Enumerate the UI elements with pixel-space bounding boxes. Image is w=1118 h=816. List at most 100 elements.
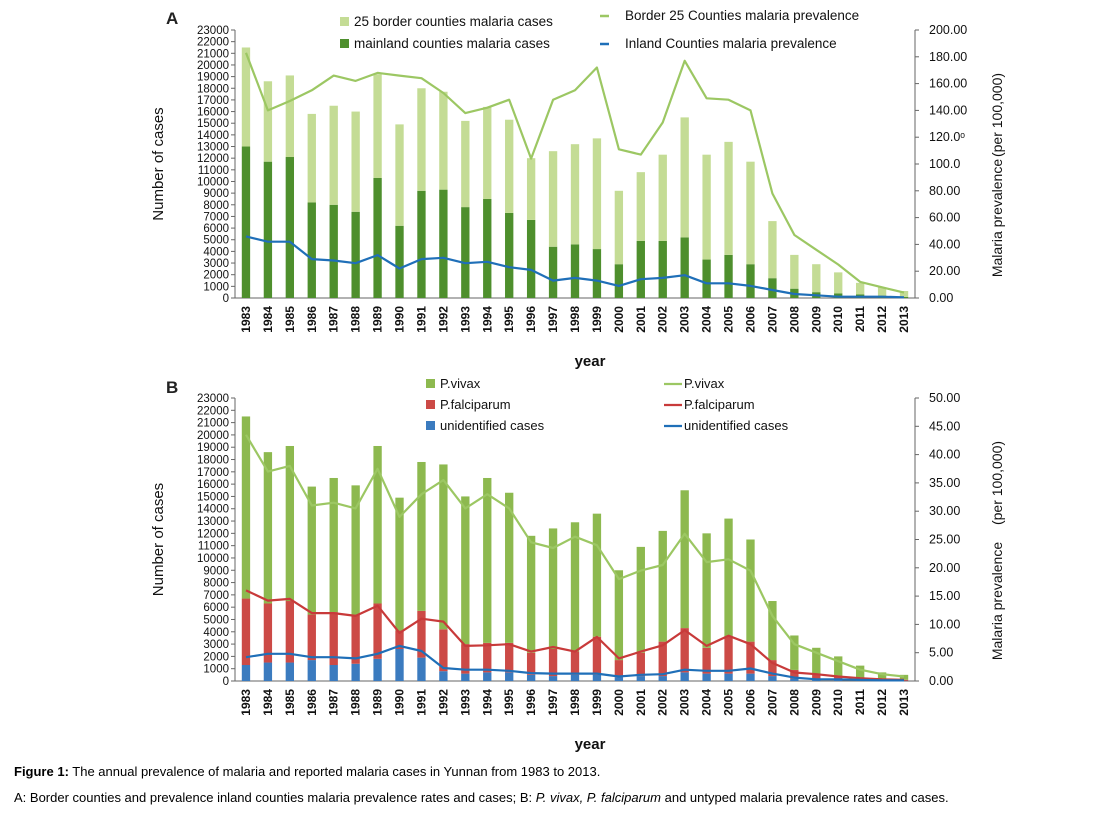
panel-a-y-tick-label: 13000 xyxy=(197,142,229,154)
panel-b-bar-p-falciparum xyxy=(526,652,536,675)
panel-b-letter: B xyxy=(166,378,178,397)
panel-a-bar-25-border-counties-malaria-cases xyxy=(526,158,536,220)
panel-a-y-tick-label: 15000 xyxy=(197,118,229,130)
panel-a-y-tick-label: 6000 xyxy=(203,223,229,235)
panel-a-y-tick-label: 9000 xyxy=(203,188,229,200)
panel-b-x-tick-label: 1985 xyxy=(283,689,297,716)
panel-b-bar-p-falciparum xyxy=(768,660,777,677)
legend-label: P.vivax xyxy=(440,376,481,391)
panel-a-x-tick-label: 1992 xyxy=(436,306,450,333)
panel-b-y-tick-label: 23000 xyxy=(197,393,229,405)
panel-a-bar-mainland-counties-malaria-cases xyxy=(285,157,295,298)
panel-a-bar-mainland-counties-malaria-cases xyxy=(658,240,667,298)
panel-b-bar-p-vivax xyxy=(658,530,667,642)
panel-b-bar-p-falciparum xyxy=(285,601,295,663)
panel-b-x-tick-label: 1993 xyxy=(458,689,472,716)
panel-b-x-label: year xyxy=(575,736,606,753)
panel-b-line-unidentified-cases xyxy=(245,644,904,682)
panel-b-bar-unidentified-cases xyxy=(790,678,799,681)
panel-b-y-tick-label: 5000 xyxy=(203,614,229,626)
panel-a-y-tick-label: 2000 xyxy=(203,270,229,282)
panel-b-y-tick-label: 19000 xyxy=(197,442,229,454)
panel-b-bar-p-vivax xyxy=(746,539,755,642)
panel-b-bar-p-falciparum xyxy=(658,641,667,677)
panel-b-y-label: Number of cases xyxy=(150,483,167,596)
panel-b-x-tick-label: 1995 xyxy=(502,689,516,716)
panel-b-y-tick-label: 0 xyxy=(223,676,229,688)
panel-a-bar-25-border-counties-malaria-cases xyxy=(307,113,316,203)
panel-b-bar-p-vivax xyxy=(614,570,624,661)
panel-a-bar-25-border-counties-malaria-cases xyxy=(746,161,755,265)
panel-a-x-tick-label: 1997 xyxy=(546,306,560,333)
panel-a-bar-mainland-counties-malaria-cases xyxy=(680,237,689,298)
panel-b-bar-p-vivax xyxy=(636,546,645,653)
legend-label: P.falciparum xyxy=(684,397,755,412)
panel-a-y2-tick-label: 180.00 xyxy=(929,50,967,64)
panel-a-y2-tick-label: 20.00 xyxy=(929,264,960,278)
panel-b-bar-p-falciparum xyxy=(373,603,382,659)
panel-b-x-tick-label: 1984 xyxy=(261,689,275,716)
panel-b-bar-unidentified-cases xyxy=(614,677,624,681)
panel-a-letter: A xyxy=(166,9,178,28)
panel-b-bar-p-falciparum xyxy=(592,636,602,675)
legend-label: Inland Counties malaria prevalence xyxy=(625,36,837,51)
legend-swatch xyxy=(340,17,349,26)
panel-a-bar-mainland-counties-malaria-cases xyxy=(592,249,602,298)
panel-a-x-tick-label: 1990 xyxy=(393,306,407,333)
panel-b-x-tick-label: 1987 xyxy=(327,689,341,716)
panel-a-x-tick-label: 1993 xyxy=(458,306,472,333)
panel-b-bar-p-vivax xyxy=(483,477,492,643)
panel-a-line-border-25-counties-malaria-prevalence xyxy=(244,52,905,294)
panel-b-bar-p-falciparum xyxy=(790,669,799,679)
panel-b-bar-p-falciparum xyxy=(417,610,426,658)
panel-b-y-tick-label: 2000 xyxy=(203,651,229,663)
panel-b-y2-tick-label: 35.00 xyxy=(929,476,960,490)
legend-label: unidentified cases xyxy=(440,418,545,433)
panel-a-x-tick-label: 1986 xyxy=(305,306,319,333)
panel-b-x-tick-label: 1996 xyxy=(524,689,538,716)
panel-b-x-tick-label: 1986 xyxy=(305,689,319,716)
panel-a-x-tick-label: 1985 xyxy=(283,306,297,333)
panel-a-y-tick-label: 8000 xyxy=(203,200,229,212)
panel-b-y-tick-label: 21000 xyxy=(197,418,229,430)
panel-b-bar-p-falciparum xyxy=(439,629,448,672)
panel-b-bar-p-vivax xyxy=(768,601,777,661)
panel-a-bar-25-border-counties-malaria-cases xyxy=(899,291,909,297)
caption-detail-part-3: and untyped malaria prevalence rates and… xyxy=(661,790,949,805)
panel-b-bar-p-vivax xyxy=(855,665,865,678)
panel-a-y-tick-label: 5000 xyxy=(203,235,229,247)
panel-b-y-tick-label: 3000 xyxy=(203,639,229,651)
panel-b-bar-p-falciparum xyxy=(899,679,909,681)
panel-a-bar-mainland-counties-malaria-cases xyxy=(263,161,273,298)
panel-a-x-tick-label: 1988 xyxy=(349,306,363,333)
panel-b-y-tick-label: 16000 xyxy=(197,479,229,491)
panel-a-bar-mainland-counties-malaria-cases xyxy=(439,189,448,298)
panel-b-line-p-vivax xyxy=(245,434,905,678)
panel-a-bar-25-border-counties-malaria-cases xyxy=(570,144,580,245)
panel-a-bar-25-border-counties-malaria-cases xyxy=(680,117,689,238)
panel-a-x-tick-label: 1995 xyxy=(502,306,516,333)
panel-a-x-tick-label: 2008 xyxy=(787,306,801,333)
panel-b-bar-p-vivax xyxy=(307,486,316,615)
panel-b-line-p-falciparum xyxy=(245,589,905,681)
panel-b-bar-unidentified-cases xyxy=(680,672,689,681)
panel-a-bar-mainland-counties-malaria-cases xyxy=(570,244,580,298)
panel-b-y-tick-label: 7000 xyxy=(203,590,229,602)
panel-b-bar-p-falciparum xyxy=(329,612,338,666)
panel-a-bar-mainland-counties-malaria-cases xyxy=(505,212,514,298)
panel-b-bar-unidentified-cases xyxy=(592,674,602,681)
panel-b-bar-p-vivax xyxy=(241,416,251,599)
panel-b-bar-p-vivax xyxy=(877,672,887,680)
panel-b-bar-p-falciparum xyxy=(351,614,360,664)
panel-b-x-tick-label: 2006 xyxy=(743,689,757,716)
legend-swatch xyxy=(426,421,435,430)
panel-b-y-tick-label: 12000 xyxy=(197,528,229,540)
figure-caption-text: The annual prevalence of malaria and rep… xyxy=(68,764,601,779)
panel-a-bar-25-border-counties-malaria-cases xyxy=(263,81,273,162)
panel-a-bar-25-border-counties-malaria-cases xyxy=(351,111,360,212)
panel-b-x-tick-label: 1989 xyxy=(371,689,385,716)
panel-b-x-tick-label: 2010 xyxy=(831,689,845,716)
legend-swatch xyxy=(426,400,435,409)
panel-b-y2-tick-label: 30.00 xyxy=(929,504,960,518)
panel-a-bar-25-border-counties-malaria-cases xyxy=(417,88,426,191)
